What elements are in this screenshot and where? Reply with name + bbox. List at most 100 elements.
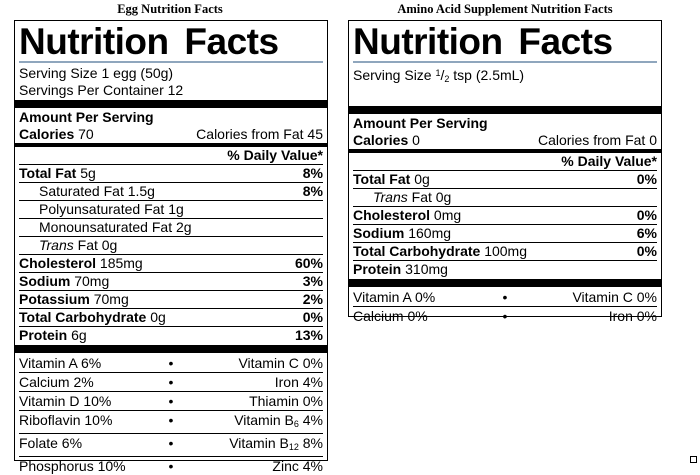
egg-nutrient-dv: 3% (302, 273, 323, 289)
egg-vitamin-left: Calcium 2% (19, 374, 94, 390)
egg-nutrient-dv: 8% (302, 165, 323, 181)
amino-calories-value: 0 (412, 132, 420, 148)
egg-vitamin-right: Vitamin B12 8% (181, 434, 323, 456)
bullet-icon: • (502, 308, 508, 324)
egg-divider-medium (15, 143, 327, 147)
egg-vitamin-right: Iron 4% (274, 374, 323, 390)
amino-divider-medium (349, 149, 661, 153)
amino-serving-size: Serving Size 1/2 tsp (2.5mL) (349, 65, 661, 88)
vitamin-b-subscript: 12 (288, 442, 299, 452)
egg-vitamin-left: Vitamin D 10% (19, 393, 112, 409)
egg-nutrient-row: Protein 6g 13% (19, 326, 323, 344)
amino-nutrient-amount: 0g (414, 171, 430, 187)
egg-nutrient-row: Potassium 70mg 2% (19, 290, 323, 308)
amino-nutrient-row: Protein 310mg (353, 260, 657, 278)
egg-nutrient-amount: 0g (150, 309, 166, 325)
egg-nutrient-label: Saturated Fat (39, 183, 124, 199)
egg-nutrient-label: Trans (39, 237, 74, 253)
amino-calories-row: Calories 0 Calories from Fat 0 (349, 132, 661, 149)
resize-handle-icon[interactable] (690, 456, 697, 463)
egg-nutrient-dv: 13% (294, 327, 323, 343)
amino-nutrient-row: Total Fat 0g 0% (353, 170, 657, 188)
egg-serving-size: Serving Size 1 egg (50g) (19, 65, 174, 81)
amino-vitamin-right: Iron 0% (608, 308, 657, 324)
egg-nutrient-label: Cholesterol (19, 255, 97, 271)
egg-title-rule (19, 61, 323, 63)
egg-nutrient-row: Sodium 70mg 3% (19, 272, 323, 290)
amino-serving-size-unit: tsp (2.5mL) (449, 67, 525, 83)
amino-nutrient-row: Trans Fat 0g (353, 188, 657, 206)
amino-nutrient-dv: 6% (636, 225, 657, 241)
egg-calories-from-fat: Calories from Fat 45 (196, 126, 323, 142)
amino-nutrient-label: Protein (353, 261, 402, 277)
egg-nutrient-amount: 70mg (74, 273, 110, 289)
egg-nutrient-row: Polyunsaturated Fat 1g (19, 200, 323, 218)
amino-serving-size-label: Serving Size (353, 67, 436, 83)
egg-nutrient-amount: 185mg (99, 255, 143, 271)
amino-vitamin-left: Calcium 0% (353, 308, 428, 324)
egg-calories-value: 70 (78, 126, 94, 142)
bullet-icon: • (168, 412, 174, 428)
egg-vitamin-right: Zinc 4% (272, 458, 323, 474)
amino-nutrient-amount: 0mg (433, 207, 462, 223)
egg-nutrient-row: Cholesterol 185mg 60% (19, 254, 323, 272)
egg-calories-row: Calories 70 Calories from Fat 45 (15, 126, 327, 143)
amino-vitamin-row: Vitamin A 0% • Vitamin C 0% (353, 288, 657, 306)
amino-nutrient-label: Sodium (353, 225, 405, 241)
egg-nutrient-row: Total Carbohydrate 0g 0% (19, 308, 323, 326)
egg-nutrient-dv: 8% (302, 183, 323, 199)
egg-nutrient-label: Protein (19, 327, 68, 343)
egg-vitamin-row: Vitamin D 10% • Thiamin 0% (19, 391, 323, 410)
egg-nutrient-amount: 1g (168, 201, 184, 217)
amino-panel-caption: Amino Acid Supplement Nutrition Facts (397, 2, 613, 16)
amino-nutrient-label: Trans (373, 189, 408, 205)
bullet-icon: • (168, 393, 174, 409)
amino-vitamin-left: Vitamin A 0% (353, 289, 436, 305)
egg-nutrient-label: Total Carbohydrate (19, 309, 147, 325)
amino-vitamin-row: Calcium 0% • Iron 0% (353, 306, 657, 325)
egg-panel-caption: Egg Nutrition Facts (117, 2, 223, 16)
egg-servings-per-container: Servings Per Container 12 (19, 82, 184, 98)
fraction-slash: / (440, 67, 445, 83)
fraction-numerator: 1 (435, 68, 441, 78)
amino-nutrient-dv: 0% (636, 207, 657, 223)
amino-nutrient-row: Cholesterol 0mg 0% (353, 206, 657, 224)
egg-vitamin-right: Thiamin 0% (249, 393, 323, 409)
bullet-icon: • (168, 435, 174, 451)
bullet-icon: • (502, 289, 508, 305)
amino-daily-value-header: % Daily Value* (561, 153, 657, 169)
egg-vitamin-left: Folate 6% (19, 435, 83, 451)
amino-divider-thick (349, 106, 661, 114)
amino-calories-from-fat: Calories from Fat 0 (537, 132, 657, 148)
vitamin-b-name: Vitamin B (234, 412, 294, 428)
egg-nutrient-amount: 5g (80, 165, 96, 181)
egg-nutrient-label: Total Fat (19, 165, 77, 181)
amino-title-rule (353, 61, 657, 63)
vitamin-b-subscript: 6 (293, 419, 299, 429)
egg-vitamin-row: Riboflavin 10% • Vitamin B6 4% (19, 410, 323, 433)
amino-vitamin-right: Vitamin C 0% (572, 289, 657, 305)
vitamin-b-value: 8% (298, 435, 323, 451)
egg-nutrient-dv: 2% (302, 291, 323, 307)
amino-nutrition-title: Nutrition Facts (353, 21, 613, 62)
amino-nutrient-row: Sodium 160mg 6% (353, 224, 657, 242)
egg-nutrient-row: Monounsaturated Fat 2g (19, 218, 323, 236)
egg-nutrient-amount: 1.5g (127, 183, 155, 199)
egg-divider-thick-vitamins (15, 345, 327, 353)
egg-amount-per-serving: Amount Per Serving (19, 109, 154, 125)
bullet-icon: • (168, 458, 174, 474)
egg-vitamin-right: Vitamin B6 4% (181, 411, 323, 433)
egg-vitamin-right: Vitamin C 0% (238, 355, 323, 371)
egg-calories-label: Calories (19, 126, 75, 142)
amino-nutrient-label: Cholesterol (353, 207, 431, 223)
amino-nutrient-label: Total Carbohydrate (353, 243, 481, 259)
amino-nutrition-panel: Nutrition Facts Serving Size 1/2 tsp (2.… (348, 20, 662, 324)
egg-vitamin-left: Vitamin A 6% (19, 355, 102, 371)
egg-daily-value-header: % Daily Value* (227, 147, 323, 163)
egg-vitamin-left: Phosphorus 10% (19, 458, 126, 474)
amino-divider-thick-vitamins (349, 279, 661, 287)
egg-nutrient-amount: 2g (175, 219, 192, 235)
egg-nutrient-label: Polyunsaturated Fat (39, 201, 165, 217)
amino-amount-per-serving: Amount Per Serving (353, 115, 488, 131)
fraction-denominator: 2 (444, 74, 450, 84)
